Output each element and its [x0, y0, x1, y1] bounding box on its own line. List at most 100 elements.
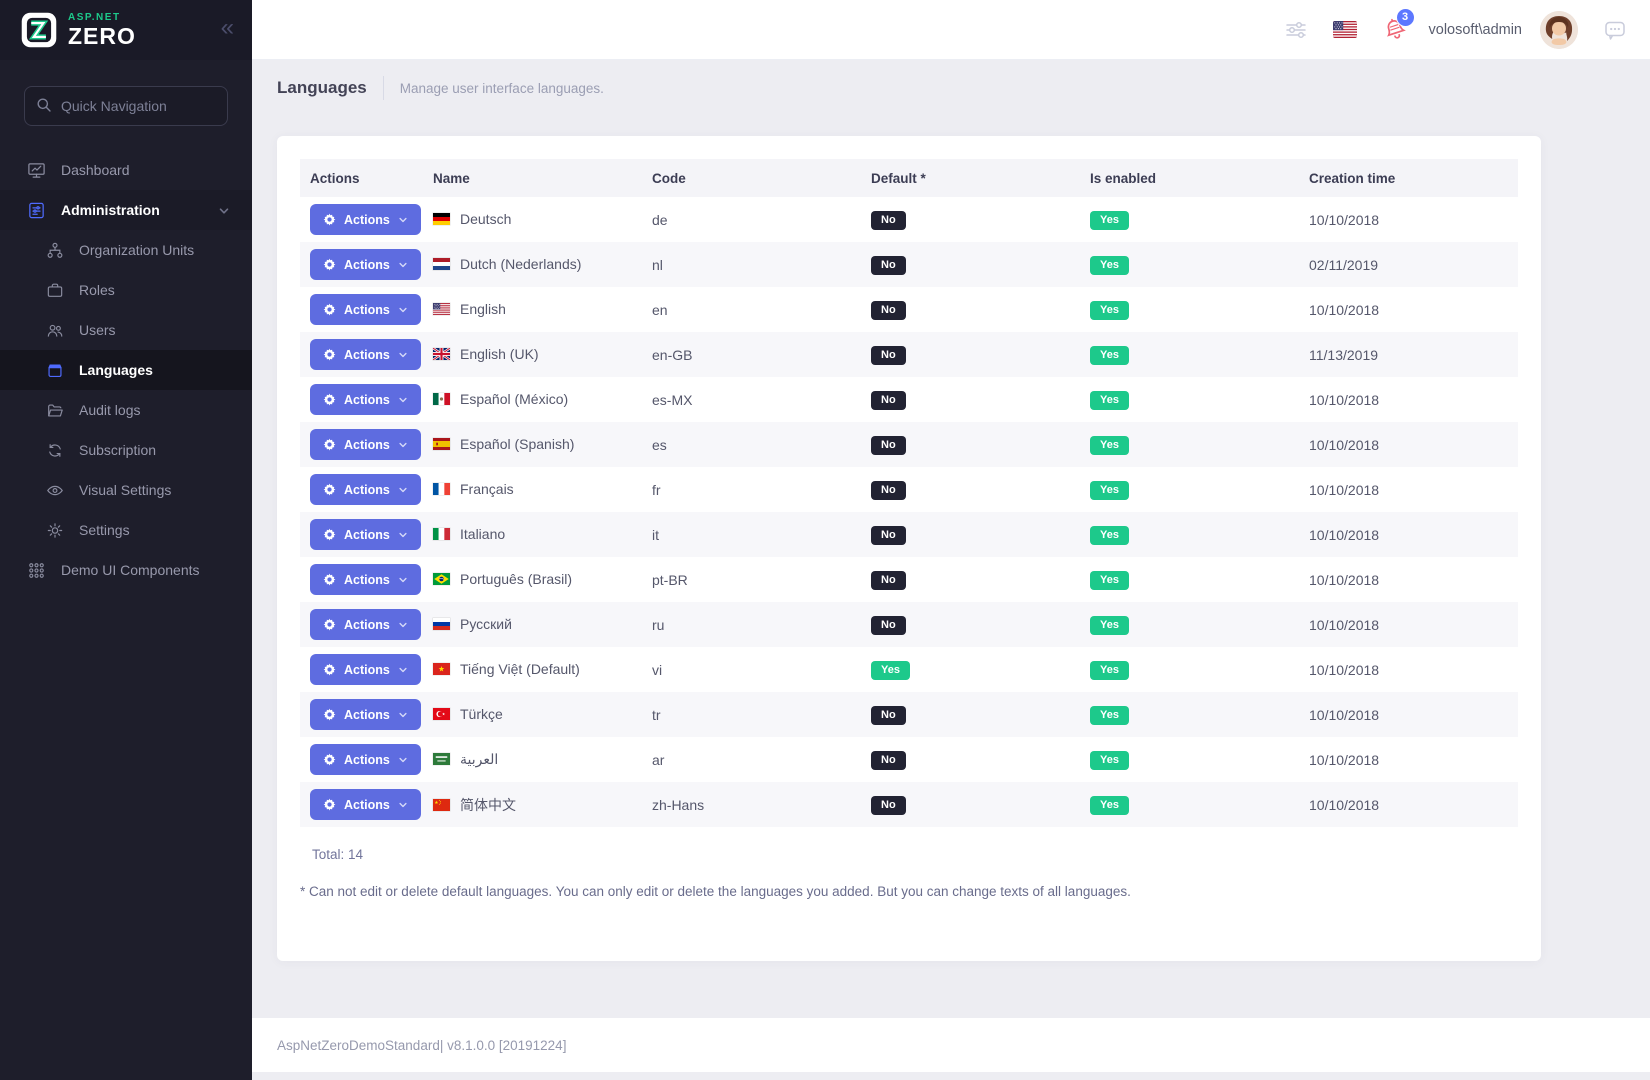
- creation-time: 10/10/2018: [1309, 796, 1380, 813]
- row-actions-button[interactable]: Actions: [310, 789, 421, 820]
- enabled-badge: Yes: [1090, 660, 1129, 680]
- sidebar-item-label: Visual Settings: [79, 482, 172, 498]
- row-actions-button[interactable]: Actions: [310, 204, 421, 235]
- name-cell: Italiano: [423, 512, 642, 557]
- row-actions-button[interactable]: Actions: [310, 699, 421, 730]
- audit-logs-icon: [46, 401, 64, 419]
- notifications-bell-icon[interactable]: 3: [1381, 7, 1415, 45]
- chat-icon[interactable]: [1602, 17, 1628, 43]
- row-actions-button[interactable]: Actions: [310, 519, 421, 550]
- sidebar-collapse-icon[interactable]: «: [220, 14, 234, 41]
- enabled-cell: Yes: [1080, 377, 1299, 422]
- enabled-cell: Yes: [1080, 287, 1299, 332]
- table-row: Actions English (UK) en-GB No Yes 11/13/2019: [300, 332, 1518, 377]
- row-actions-button[interactable]: Actions: [310, 339, 421, 370]
- dashboard-icon: [27, 161, 46, 180]
- name-cell: English: [423, 287, 642, 332]
- default-cell: No: [861, 782, 1080, 827]
- row-actions-button[interactable]: Actions: [310, 474, 421, 505]
- actions-button-label: Actions: [344, 302, 390, 317]
- creation-time: 10/10/2018: [1309, 616, 1380, 633]
- default-cell: No: [861, 602, 1080, 647]
- row-actions-button[interactable]: Actions: [310, 564, 421, 595]
- gear-icon: [323, 753, 336, 766]
- settings-icon: [46, 521, 64, 539]
- actions-cell: Actions: [300, 647, 423, 692]
- column-header-name: Name: [423, 159, 642, 197]
- flag-ru-icon: [433, 618, 450, 630]
- flag-es-icon: [433, 438, 450, 450]
- default-badge: No: [871, 615, 906, 635]
- language-name: English (UK): [460, 346, 539, 362]
- chevron-down-icon: [398, 710, 408, 720]
- default-badge: No: [871, 480, 906, 500]
- sidebar-item-languages[interactable]: Languages: [0, 350, 252, 390]
- default-badge: No: [871, 210, 906, 230]
- table-row: Actions Español (Spanish) es No Yes 10/10/201…: [300, 422, 1518, 467]
- row-actions-button[interactable]: Actions: [310, 654, 421, 685]
- row-actions-button[interactable]: Actions: [310, 609, 421, 640]
- table-row: Actions English en No Yes 10/10/2018: [300, 287, 1518, 332]
- sidebar-item-organization-units[interactable]: Organization Units: [0, 230, 252, 270]
- user-menu[interactable]: volosoft\admin: [1428, 21, 1523, 38]
- enabled-badge: Yes: [1090, 435, 1129, 455]
- sidebar-item-roles[interactable]: Roles: [0, 270, 252, 310]
- gear-icon: [323, 213, 336, 226]
- language-code: es-MX: [652, 391, 693, 408]
- name-cell: Español (Spanish): [423, 422, 642, 467]
- row-actions-button[interactable]: Actions: [310, 294, 421, 325]
- default-cell: No: [861, 287, 1080, 332]
- enabled-badge: Yes: [1090, 570, 1129, 590]
- enabled-badge: Yes: [1090, 300, 1129, 320]
- sidebar-item-settings[interactable]: Settings: [0, 510, 252, 550]
- sidebar-item-demo-ui-components[interactable]: Demo UI Components: [0, 550, 252, 590]
- row-actions-button[interactable]: Actions: [310, 384, 421, 415]
- enabled-badge: Yes: [1090, 390, 1129, 410]
- row-actions-button[interactable]: Actions: [310, 249, 421, 280]
- table-header-row: Actions Name Code Default * Is enabled Creati…: [300, 159, 1518, 197]
- enabled-cell: Yes: [1080, 242, 1299, 287]
- actions-button-label: Actions: [344, 662, 390, 677]
- name-cell: Português (Brasil): [423, 557, 642, 602]
- language-name: Português (Brasil): [460, 571, 573, 587]
- table-row: Actions Italiano it No Yes 10/10/2018: [300, 512, 1518, 557]
- language-selector-flag-icon[interactable]: [1332, 21, 1357, 38]
- row-actions-button[interactable]: Actions: [310, 744, 421, 775]
- actions-button-label: Actions: [344, 752, 390, 767]
- enabled-cell: Yes: [1080, 197, 1299, 242]
- actions-cell: Actions: [300, 242, 423, 287]
- table-row: Actions Español (México) es-MX No Yes 10/10/2…: [300, 377, 1518, 422]
- sidebar-menu: Dashboard Administration Organization Unit…: [0, 150, 252, 590]
- chevron-down-icon: [398, 305, 408, 315]
- sidebar-item-label: Demo UI Components: [61, 562, 200, 578]
- quick-actions-icon[interactable]: [1283, 17, 1309, 43]
- search-icon: [36, 97, 52, 113]
- enabled-cell: Yes: [1080, 332, 1299, 377]
- sidebar-item-visual-settings[interactable]: Visual Settings: [0, 470, 252, 510]
- gear-icon: [323, 438, 336, 451]
- creation-time: 10/10/2018: [1309, 571, 1380, 588]
- user-avatar[interactable]: [1540, 10, 1578, 49]
- sidebar-item-label: Users: [79, 322, 116, 338]
- name-cell: 简体中文: [423, 782, 642, 827]
- language-name: Tiếng Việt (Default): [460, 661, 580, 677]
- gear-icon: [323, 258, 336, 271]
- row-actions-button[interactable]: Actions: [310, 429, 421, 460]
- sidebar-item-users[interactable]: Users: [0, 310, 252, 350]
- default-badge: No: [871, 525, 906, 545]
- search-input[interactable]: [24, 86, 228, 126]
- sidebar-item-dashboard[interactable]: Dashboard: [0, 150, 252, 190]
- sidebar-item-subscription[interactable]: Subscription: [0, 430, 252, 470]
- gear-icon: [323, 303, 336, 316]
- chevron-down-icon: [398, 350, 408, 360]
- sidebar-item-administration[interactable]: Administration: [0, 190, 252, 230]
- actions-button-label: Actions: [344, 257, 390, 272]
- name-cell: Русский: [423, 602, 642, 647]
- actions-cell: Actions: [300, 422, 423, 467]
- gear-icon: [323, 348, 336, 361]
- default-badge: No: [871, 570, 906, 590]
- content-area: Languages Manage user interface language…: [252, 60, 1650, 1018]
- enabled-cell: Yes: [1080, 602, 1299, 647]
- name-cell: Türkçe: [423, 692, 642, 737]
- sidebar-item-audit-logs[interactable]: Audit logs: [0, 390, 252, 430]
